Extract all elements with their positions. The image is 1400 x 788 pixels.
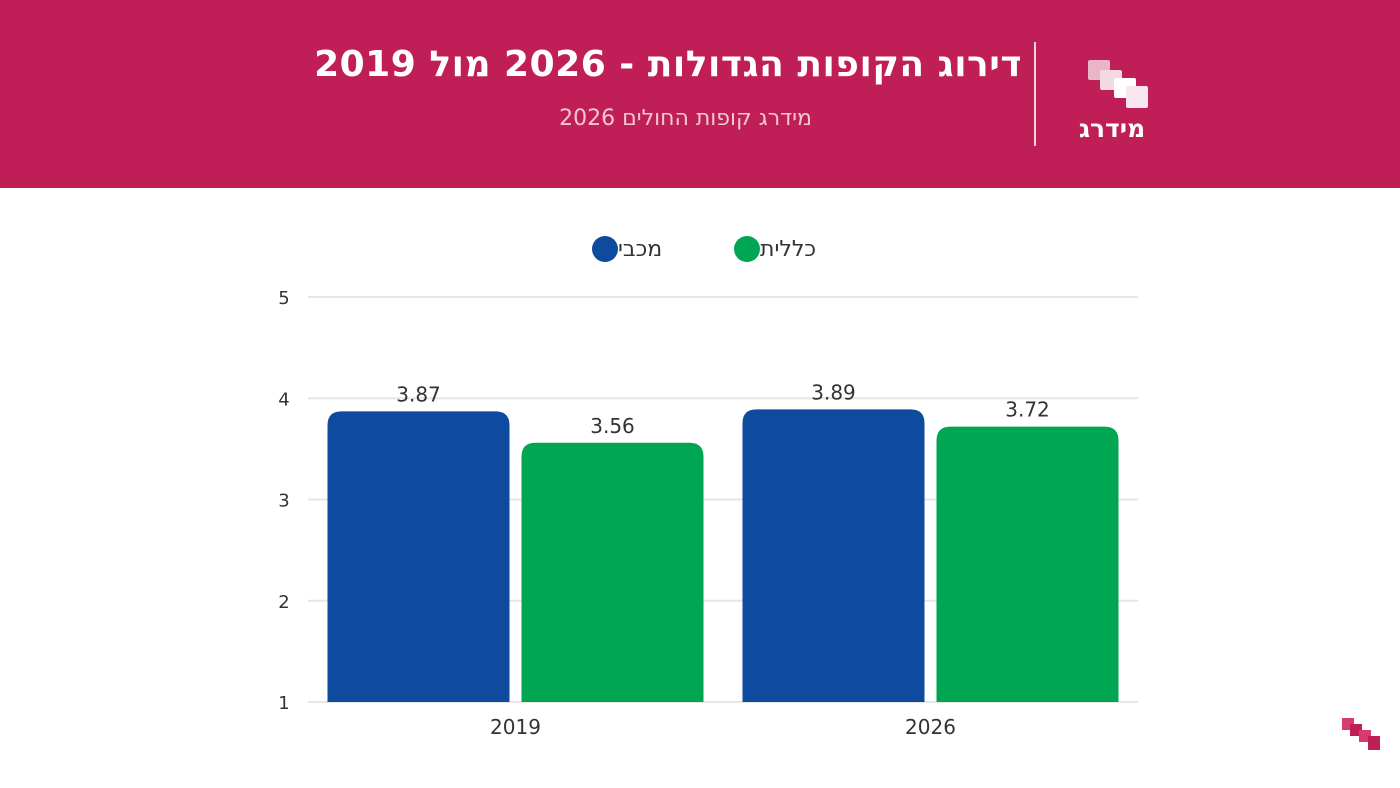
midrag-logo-icon	[1088, 60, 1148, 108]
y-tick-label: 2	[278, 592, 289, 613]
page-title: דירוג הקופות הגדולות - 2026 מול 2019	[314, 44, 1022, 85]
legend-item-clalit: כללית	[734, 232, 828, 266]
bar	[327, 411, 510, 702]
logo-text: מידרג	[1078, 114, 1146, 143]
legend-item-maccabi: מכבי	[592, 232, 674, 266]
y-tick-label: 5	[278, 288, 289, 309]
y-tick-label: 4	[278, 389, 289, 410]
x-tick-label: 2026	[905, 715, 956, 739]
y-tick-label: 1	[278, 693, 289, 714]
legend-label-maccabi: מכבי	[618, 236, 663, 262]
legend-dot-maccabi	[592, 236, 618, 262]
x-tick-label: 2019	[490, 715, 541, 739]
data-label: 3.89	[811, 380, 856, 404]
bar	[521, 442, 704, 702]
data-label: 3.72	[1005, 398, 1050, 422]
page-subtitle: מידרג קופות החולים 2026	[559, 106, 812, 131]
legend-dot-clalit	[734, 236, 760, 262]
bar	[936, 426, 1119, 702]
legend-label-clalit: כללית	[760, 236, 817, 262]
bar	[742, 409, 925, 702]
data-label: 3.87	[396, 382, 441, 406]
header-divider	[1034, 42, 1036, 146]
corner-logo-icon	[1342, 718, 1380, 750]
data-label: 3.56	[590, 414, 635, 438]
header-banner: דירוג הקופות הגדולות - 2026 מול 2019 מיד…	[0, 0, 1400, 188]
y-tick-label: 3	[278, 491, 289, 512]
